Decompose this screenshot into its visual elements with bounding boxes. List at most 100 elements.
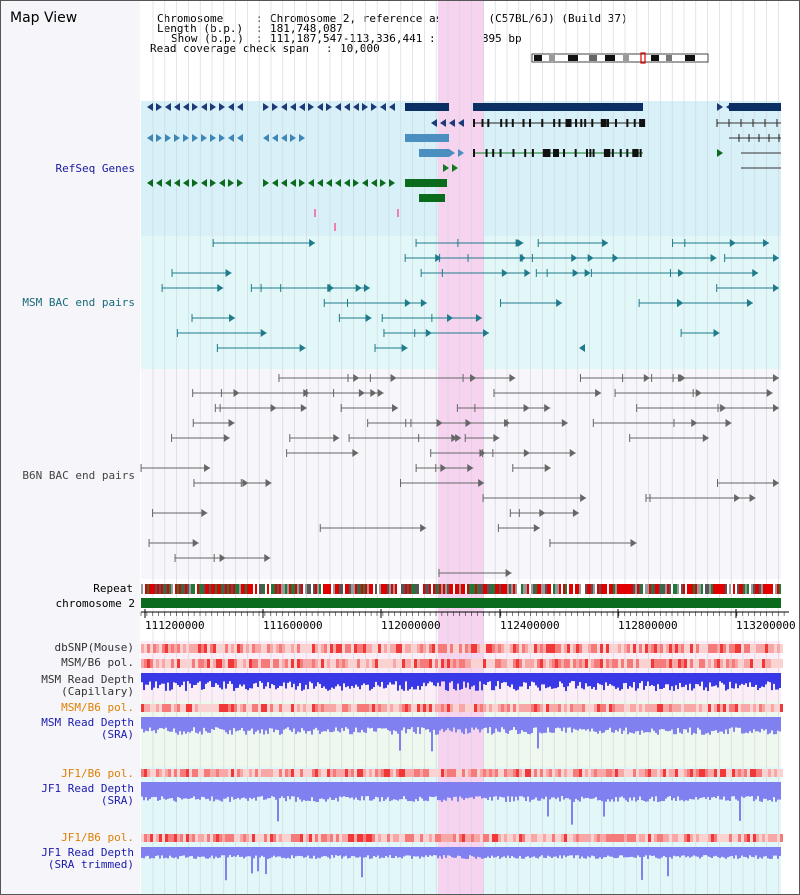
depth-bar [247, 847, 249, 857]
repeat-segment [319, 584, 321, 594]
depth-bar [493, 717, 495, 734]
depth-bar [767, 847, 769, 859]
depth-bar [729, 782, 731, 802]
track-label-refseq[interactable]: RefSeq Genes [55, 162, 135, 175]
heat-cell [351, 769, 354, 777]
depth-bar [245, 782, 247, 799]
repeat-segment [267, 584, 269, 594]
track-label-msm-bac[interactable]: MSM BAC end pairs [22, 296, 135, 309]
repeat-segment [595, 584, 597, 594]
depth-bar [687, 673, 689, 691]
repeat-segment [249, 584, 251, 594]
depth-bar [635, 782, 637, 802]
depth-bar [147, 847, 149, 856]
depth-bar [243, 782, 245, 798]
depth-bar [195, 717, 197, 733]
repeat-segment [759, 584, 761, 594]
repeat-segment [727, 584, 729, 594]
depth-bar [683, 717, 685, 730]
heat-cell [375, 704, 378, 712]
heat-cell [351, 659, 354, 668]
depth-bar [507, 673, 509, 686]
heat-cell [321, 704, 324, 712]
heat-cell [297, 769, 300, 777]
heat-cell [375, 769, 378, 777]
depth-bar [545, 717, 547, 733]
depth-bar [443, 717, 445, 733]
heat-cell [342, 644, 345, 653]
depth-bar [477, 847, 479, 857]
depth-bar [587, 782, 589, 798]
heat-cell [528, 704, 531, 712]
heat-cell [741, 769, 744, 777]
heat-cell [195, 704, 198, 712]
heat-cell [366, 769, 369, 777]
heat-cell [396, 704, 399, 712]
heat-cell [684, 704, 687, 712]
depth-bar [161, 673, 163, 684]
repeat-segment [501, 584, 503, 594]
repeat-segment [177, 584, 179, 594]
depth-bar [659, 782, 661, 802]
heat-cell [732, 704, 735, 712]
depth-bar [481, 673, 483, 691]
heat-cell [531, 659, 534, 668]
depth-bar [521, 782, 523, 797]
repeat-segment [299, 584, 301, 594]
depth-bar [191, 717, 193, 731]
depth-bar [659, 673, 661, 689]
heat-cell [204, 659, 207, 668]
heat-cell [282, 834, 285, 842]
depth-bar [403, 782, 405, 797]
repeat-segment [157, 584, 159, 594]
depth-bar [157, 717, 159, 730]
repeat-segment [223, 584, 225, 594]
heat-cell [495, 644, 498, 653]
gene-exon [548, 149, 551, 157]
heat-cell [279, 834, 282, 842]
heat-cell [600, 659, 603, 668]
depth-bar [775, 673, 777, 690]
gene-arrow [156, 103, 162, 111]
depth-bar [299, 717, 301, 733]
heat-cell [768, 769, 771, 777]
depth-bar [551, 782, 553, 798]
depth-bar [159, 782, 161, 801]
heat-cell [216, 704, 219, 712]
heat-cell [558, 704, 561, 712]
depth-bar [747, 847, 749, 859]
heat-cell [183, 769, 186, 777]
heat-cell [141, 644, 144, 653]
bac-end [504, 419, 511, 427]
heat-cell [153, 704, 156, 712]
repeat-segment [587, 584, 589, 594]
depth-bar [511, 782, 513, 797]
heat-cell [243, 644, 246, 653]
heat-cell [237, 659, 240, 668]
depth-bar [231, 717, 233, 735]
depth-bar [225, 782, 227, 799]
heat-cell [177, 659, 180, 668]
heat-cell [576, 659, 579, 668]
depth-bar [651, 673, 653, 685]
heat-cell [651, 659, 654, 668]
bac-end [270, 404, 277, 412]
depth-bar [441, 847, 443, 859]
track-label-b6n-bac[interactable]: B6N BAC end pairs [22, 469, 135, 482]
depth-bar [191, 847, 193, 857]
heat-cell [582, 659, 585, 668]
depth-bar [219, 673, 221, 688]
depth-bar [231, 782, 233, 797]
heat-cell [261, 659, 264, 668]
heat-cell [174, 834, 177, 842]
depth-bar [641, 717, 643, 731]
heat-cell [204, 644, 207, 653]
depth-bar [655, 847, 657, 858]
heat-cell [519, 644, 522, 653]
depth-bar [451, 673, 453, 682]
depth-bar [191, 782, 193, 798]
depth-bar [237, 847, 239, 856]
heat-cell [330, 769, 333, 777]
repeat-segment [703, 584, 705, 594]
